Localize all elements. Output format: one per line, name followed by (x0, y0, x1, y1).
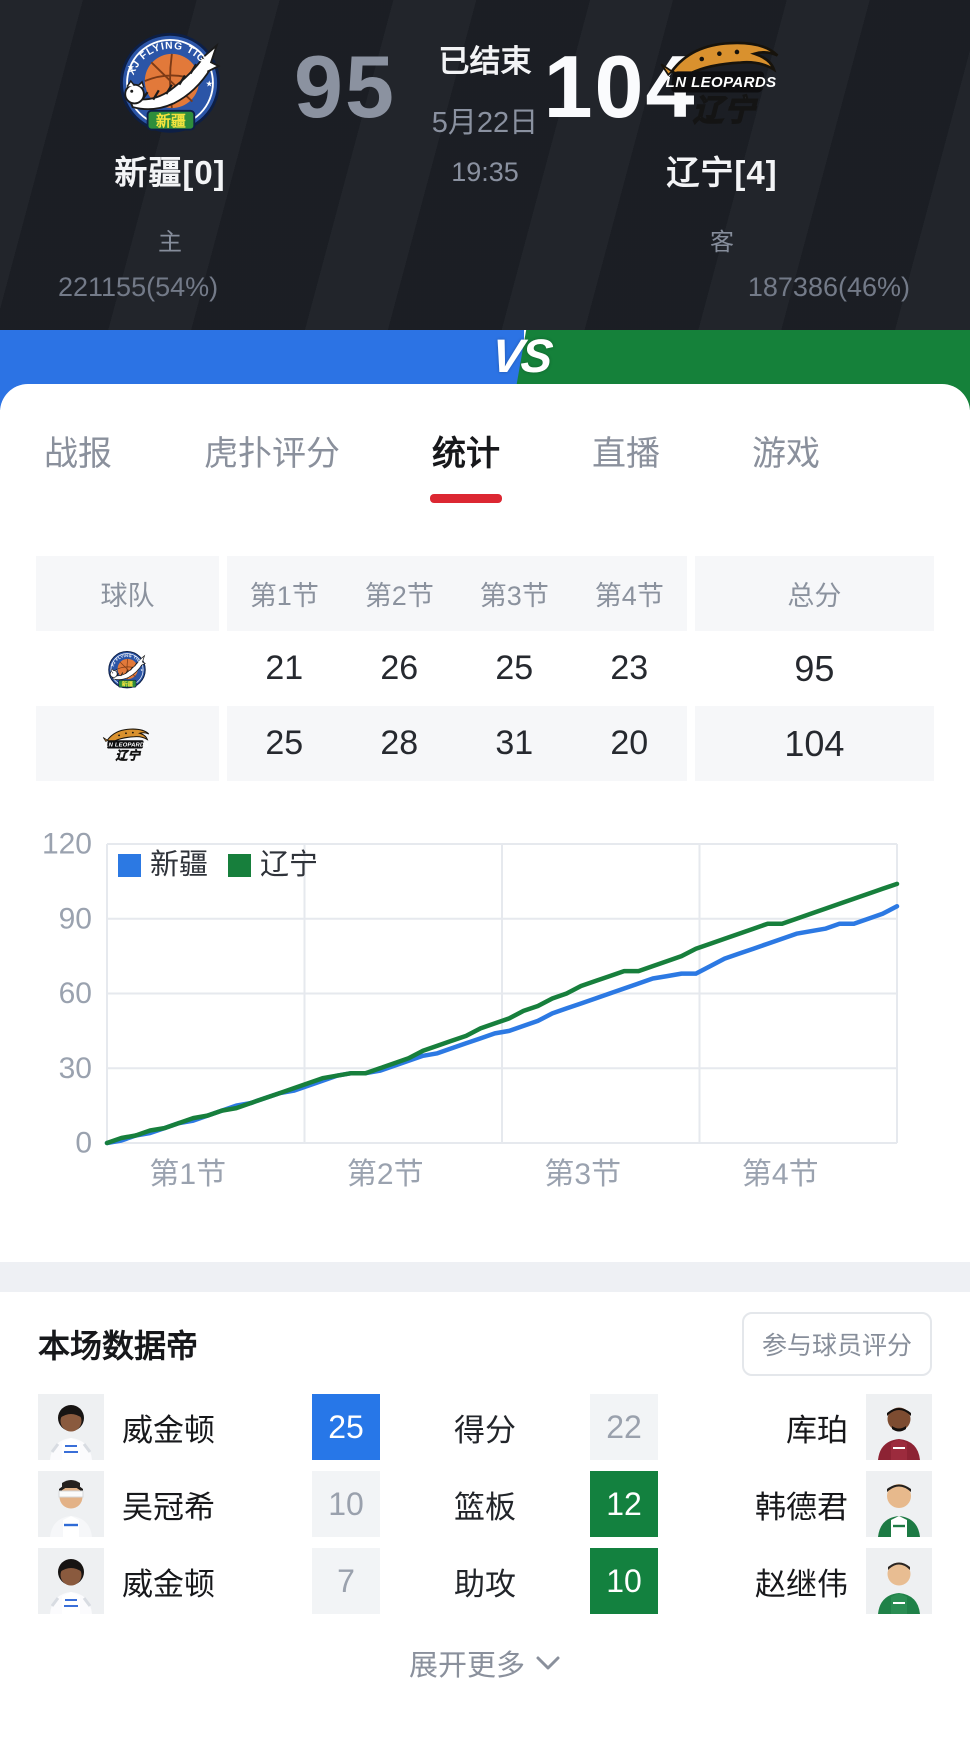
svg-text:60: 60 (59, 977, 92, 1010)
scoreboard-header: 新疆[0] 主 95 已结束 5月22日 19:35 104 辽宁[4] 客 2… (0, 0, 970, 330)
table-row-liaoning: 25 28 31 20 104 (36, 706, 934, 781)
tab-battle-report[interactable]: 战报 (44, 435, 112, 473)
player-photo-wuguanxi[interactable] (38, 1471, 104, 1537)
rate-players-button[interactable]: 参与球员评分 (741, 1312, 932, 1376)
match-status: 已结束 (438, 44, 532, 79)
home-team-name: 新疆[0] (114, 154, 226, 191)
xj-q3-score: 25 (495, 649, 534, 687)
svg-text:0: 0 (75, 1127, 92, 1160)
content-card: 战报 虎扑评分 统计 直播 游戏 球队 第1节 第2节 第3节 第4节 总分 (0, 384, 970, 1744)
handejun-avatar (866, 1471, 932, 1537)
xj-q1-score: 21 (265, 649, 304, 687)
kupo-avatar (866, 1394, 932, 1460)
ln-total-score: 104 (694, 706, 934, 781)
away-team-block: 辽宁[4] 客 (562, 0, 882, 257)
player-photo-zhaojiwei[interactable] (866, 1548, 932, 1614)
stat-row-assists: 威金顿 7 助攻 10 赵继伟 (38, 1548, 932, 1614)
stat-row-rebounds: 吴冠希 10 篮板 12 韩德君 (38, 1471, 932, 1537)
tab-bar: 战报 虎扑评分 统计 直播 游戏 (0, 384, 970, 511)
right-player-name[interactable]: 赵继伟 (755, 1566, 848, 1602)
svg-text:辽宁: 辽宁 (260, 848, 318, 881)
col-header-q2: 第2节 (364, 581, 434, 611)
ln-q1-score: 25 (265, 724, 304, 762)
score-progression-chart: 0 30 60 90 120 第1节 第2节 第3节 第4节 新疆 辽宁 (0, 806, 970, 1236)
left-stat-value: 7 (312, 1548, 380, 1614)
xj-total-score: 95 (694, 631, 934, 706)
ln-q3-score: 31 (495, 724, 534, 762)
weijindun-avatar (38, 1394, 104, 1460)
ln-q2-score: 28 (380, 724, 419, 762)
stat-category-label: 篮板 (454, 1489, 516, 1525)
line-chart-svg: 0 30 60 90 120 第1节 第2节 第3节 第4节 新疆 辽宁 (42, 828, 900, 1191)
left-stat-value: 10 (312, 1471, 380, 1537)
weijindun-avatar (38, 1548, 104, 1614)
expand-more-label: 展开更多 (408, 1650, 525, 1682)
svg-text:第4节: 第4节 (742, 1158, 819, 1191)
xj-q4-score: 23 (610, 649, 649, 687)
liaoning-logo-small (36, 725, 219, 763)
match-time: 19:35 (451, 157, 519, 187)
player-photo-kupo[interactable] (866, 1394, 932, 1460)
right-stat-value: 12 (590, 1471, 658, 1537)
right-player-name[interactable]: 韩德君 (755, 1489, 848, 1525)
right-player-name[interactable]: 库珀 (786, 1412, 848, 1448)
xj-q2-score: 26 (380, 649, 419, 687)
svg-text:第2节: 第2节 (347, 1158, 424, 1191)
player-photo-weijindun[interactable] (38, 1394, 104, 1460)
wuguanxi-avatar (38, 1471, 104, 1537)
svg-text:90: 90 (59, 902, 92, 935)
tab-live[interactable]: 直播 (592, 435, 660, 473)
tab-hupu-rating[interactable]: 虎扑评分 (204, 435, 340, 473)
stats-leaders-section: 本场数据帝 参与球员评分 威金顿 25 得分 22 库珀 (0, 1312, 970, 1684)
player-photo-weijindun[interactable] (38, 1548, 104, 1614)
zhaojiwei-avatar (866, 1548, 932, 1614)
left-player-name[interactable]: 威金顿 (122, 1412, 215, 1448)
left-player-name[interactable]: 吴冠希 (122, 1489, 215, 1525)
col-header-q3: 第3节 (479, 581, 549, 611)
stats-section-title: 本场数据帝 (38, 1328, 199, 1364)
chevron-down-icon (536, 1656, 560, 1670)
left-stat-value: 25 (312, 1394, 380, 1460)
match-meta: 已结束 5月22日 19:35 (365, 0, 605, 188)
away-team-name: 辽宁[4] (666, 154, 778, 191)
right-stat-value: 22 (590, 1394, 658, 1460)
away-vote-count: 187386(46%) (747, 272, 910, 302)
col-header-q4: 第4节 (594, 581, 664, 611)
svg-text:第3节: 第3节 (544, 1158, 621, 1191)
stat-row-points: 威金顿 25 得分 22 库珀 (38, 1394, 932, 1460)
xinjiang-logo-small (36, 647, 219, 690)
svg-text:120: 120 (42, 828, 92, 861)
xinjiang-flying-tigers-logo (111, 25, 229, 137)
home-score: 95 (294, 37, 396, 136)
tab-statistics[interactable]: 统计 (432, 426, 500, 511)
col-header-team: 球队 (36, 556, 219, 631)
vs-mark: VS (489, 330, 554, 382)
svg-text:新疆: 新疆 (150, 848, 208, 881)
expand-more-button[interactable]: 展开更多 (38, 1642, 932, 1684)
stat-category-label: 得分 (454, 1412, 516, 1448)
quarter-scores-table: 球队 第1节 第2节 第3节 第4节 总分 (36, 556, 934, 781)
player-photo-handejun[interactable] (866, 1471, 932, 1537)
away-team-logo (562, 24, 882, 138)
home-team-block: 新疆[0] 主 (10, 0, 330, 257)
table-row-xinjiang: 21 26 25 23 95 (36, 631, 934, 706)
ln-leopards-logo (656, 31, 788, 131)
svg-text:第1节: 第1节 (149, 1158, 226, 1191)
tab-games[interactable]: 游戏 (752, 435, 820, 473)
home-vote-count: 221155(54%) (58, 272, 219, 302)
col-header-total: 总分 (694, 556, 934, 631)
right-stat-value: 10 (590, 1548, 658, 1614)
away-team-role: 客 (710, 229, 734, 256)
stat-category-label: 助攻 (454, 1566, 516, 1602)
svg-text:30: 30 (59, 1052, 92, 1085)
left-player-name[interactable]: 威金顿 (122, 1566, 215, 1602)
ln-q4-score: 20 (610, 724, 649, 762)
match-date: 5月22日 (431, 107, 539, 139)
table-header-row: 球队 第1节 第2节 第3节 第4节 总分 (36, 556, 934, 631)
section-divider (0, 1262, 970, 1292)
col-header-q1: 第1节 (249, 581, 319, 611)
home-team-role: 主 (158, 229, 182, 256)
